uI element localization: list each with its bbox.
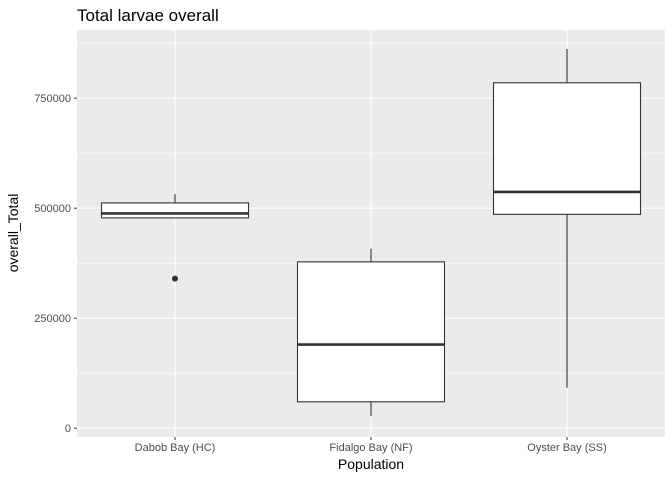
y-tick-label: 750000 — [34, 93, 71, 105]
boxes-layer — [100, 48, 642, 416]
x-axis-title: Population — [338, 456, 404, 472]
x-tick-label: Fidalgo Bay (NF) — [329, 442, 412, 454]
x-tick-label: Dabob Bay (HC) — [135, 442, 216, 454]
y-tick-label: 500000 — [34, 203, 71, 215]
box-group — [492, 48, 642, 388]
box-iqr — [492, 82, 642, 215]
box-group — [100, 194, 250, 282]
y-tick-label: 0 — [65, 423, 71, 435]
outlier-point — [172, 275, 178, 282]
box-iqr — [100, 202, 250, 219]
x-axis-ticks: Dabob Bay (HC) Fidalgo Bay (NF) Oyster Bay… — [135, 437, 607, 454]
box-group — [296, 248, 446, 416]
box-iqr — [296, 261, 446, 403]
x-tick-label: Oyster Bay (SS) — [527, 442, 606, 454]
y-tick-label: 250000 — [34, 313, 71, 325]
y-axis-ticks: 0 250000 500000 750000 — [34, 93, 77, 435]
chart-title: Total larvae overall — [77, 6, 219, 25]
y-axis-title: overall_Total — [5, 194, 21, 273]
